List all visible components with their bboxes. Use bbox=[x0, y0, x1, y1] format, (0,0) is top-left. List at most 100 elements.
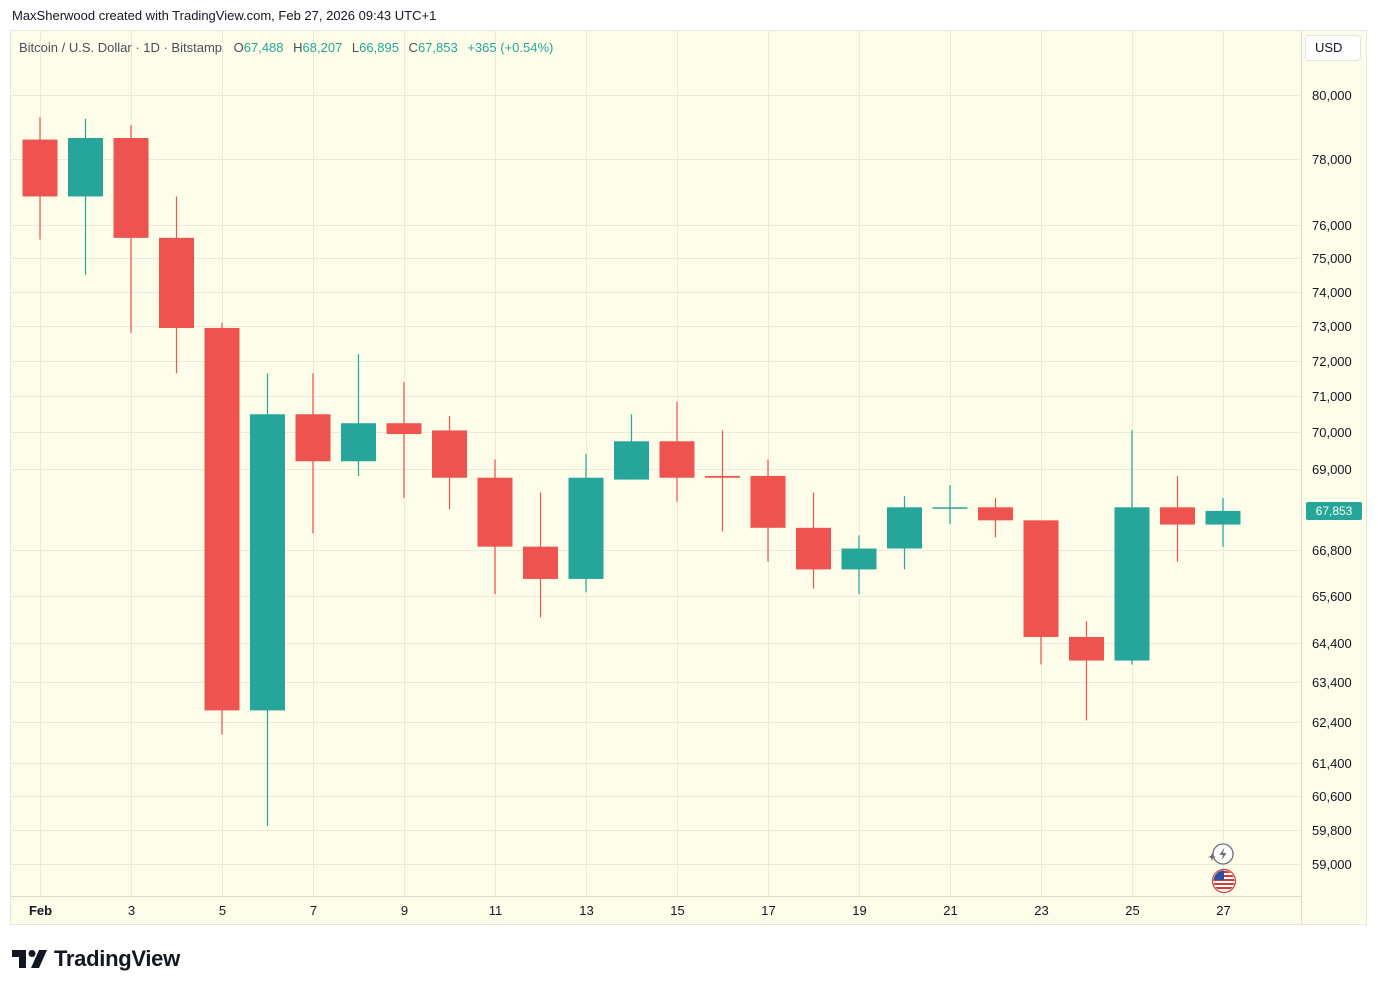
us-flag-icon[interactable] bbox=[1211, 869, 1237, 893]
candle bbox=[341, 354, 376, 476]
legend-open-value: 67,488 bbox=[243, 40, 284, 55]
legend-close-label: C bbox=[408, 40, 418, 55]
tradingview-logo-icon bbox=[12, 950, 47, 968]
time-tick-label: 9 bbox=[401, 903, 408, 918]
tradingview-logo[interactable]: TradingView bbox=[12, 945, 180, 973]
legend-change: +365 (+0.54%) bbox=[467, 40, 554, 55]
time-axis[interactable]: Feb 3 5 7 9 11 13 15 17 19 21 23 25 27 bbox=[29, 903, 1231, 918]
candle bbox=[1205, 497, 1241, 547]
creator-line: MaxSherwood created with TradingView.com… bbox=[12, 8, 437, 23]
candle bbox=[477, 459, 513, 595]
candle-body bbox=[659, 441, 695, 478]
candle bbox=[978, 498, 1013, 538]
candle-body bbox=[978, 507, 1013, 521]
candle-body bbox=[750, 475, 786, 528]
candle bbox=[204, 322, 240, 735]
candle-body bbox=[432, 430, 467, 478]
candle-body bbox=[1205, 510, 1241, 525]
candle-body bbox=[841, 548, 877, 570]
price-tick-label: 61,400 bbox=[1312, 756, 1352, 771]
time-tick-label: 23 bbox=[1034, 903, 1048, 918]
candle bbox=[1069, 621, 1104, 721]
price-tick-label: 80,000 bbox=[1312, 88, 1352, 103]
candle bbox=[250, 373, 285, 826]
candle-body bbox=[477, 477, 513, 547]
candle-body bbox=[1114, 507, 1150, 661]
currency-button[interactable]: USD bbox=[1305, 35, 1361, 61]
candle bbox=[159, 196, 194, 374]
candle bbox=[841, 535, 877, 595]
candle bbox=[113, 125, 149, 334]
price-tick-label: 63,400 bbox=[1312, 675, 1352, 690]
time-tick-label: 15 bbox=[670, 903, 684, 918]
time-tick-label: 17 bbox=[761, 903, 775, 918]
candle bbox=[932, 485, 968, 525]
candle bbox=[705, 430, 740, 532]
time-tick-label: 3 bbox=[128, 903, 135, 918]
candle-body bbox=[159, 237, 194, 328]
price-tick-label: 60,600 bbox=[1312, 789, 1352, 804]
candle-body bbox=[68, 137, 103, 197]
price-tick-label: 59,800 bbox=[1312, 823, 1352, 838]
price-tick-label: 72,000 bbox=[1312, 354, 1352, 369]
price-tick-label: 73,000 bbox=[1312, 319, 1352, 334]
candle bbox=[432, 416, 467, 510]
candle bbox=[659, 401, 695, 502]
candle-body bbox=[1069, 636, 1104, 661]
candle-body bbox=[386, 423, 422, 435]
price-tick-label: 71,000 bbox=[1312, 389, 1352, 404]
candle-body bbox=[932, 507, 968, 509]
candle bbox=[523, 492, 558, 618]
time-tick-label: 21 bbox=[943, 903, 957, 918]
price-tick-label: 70,000 bbox=[1312, 425, 1352, 440]
legend-high-value: 68,207 bbox=[302, 40, 343, 55]
legend-low-value: 66,895 bbox=[359, 40, 399, 55]
candle bbox=[22, 117, 58, 240]
time-tick-label: 27 bbox=[1216, 903, 1230, 918]
candle-body bbox=[1023, 520, 1059, 637]
candle bbox=[68, 118, 103, 275]
time-tick-label: 13 bbox=[579, 903, 593, 918]
time-tick-label: 11 bbox=[489, 903, 503, 918]
candle bbox=[386, 382, 422, 499]
price-tick-label: 59,000 bbox=[1312, 857, 1352, 872]
time-tick-label: 19 bbox=[852, 903, 866, 918]
legend-open-label: O bbox=[233, 40, 244, 55]
candle-body bbox=[295, 414, 331, 462]
lightning-icon[interactable] bbox=[1207, 841, 1237, 867]
candle bbox=[568, 453, 604, 593]
legend-high-label: H bbox=[293, 40, 303, 55]
candle-body bbox=[887, 507, 922, 549]
candles bbox=[22, 117, 1241, 826]
candle bbox=[887, 496, 922, 570]
candle-body bbox=[523, 546, 558, 579]
price-tick-label: 65,600 bbox=[1312, 589, 1352, 604]
candle bbox=[614, 414, 649, 480]
legend-close-value: 67,853 bbox=[417, 40, 458, 55]
time-tick-label: Feb bbox=[29, 903, 52, 918]
candle-body bbox=[22, 139, 58, 197]
price-tick-label: 75,000 bbox=[1312, 251, 1352, 266]
price-tick-label: 66,800 bbox=[1312, 543, 1352, 558]
candle-body bbox=[204, 327, 240, 711]
legend-low-label: L bbox=[351, 40, 360, 55]
candle-body bbox=[705, 475, 740, 478]
candle-body bbox=[250, 414, 285, 711]
candle bbox=[295, 373, 331, 534]
tradingview-logo-text: TradingView bbox=[54, 946, 180, 971]
candle-body bbox=[1160, 507, 1195, 525]
price-tick-label: 62,400 bbox=[1312, 715, 1352, 730]
candle-body bbox=[341, 423, 376, 462]
candle-body bbox=[614, 441, 649, 480]
price-tick-label: 64,400 bbox=[1312, 636, 1352, 651]
price-tick-label: 69,000 bbox=[1312, 462, 1352, 477]
time-tick-label: 7 bbox=[310, 903, 317, 918]
price-axis[interactable]: 80,000 78,000 76,000 75,000 74,000 73,000 72,0… bbox=[1312, 88, 1352, 872]
candle-body bbox=[796, 527, 831, 570]
time-tick-label: 25 bbox=[1125, 903, 1139, 918]
price-tick-label: 78,000 bbox=[1312, 152, 1352, 167]
candle bbox=[1023, 520, 1059, 665]
candle bbox=[796, 492, 831, 589]
candle bbox=[1160, 475, 1195, 562]
